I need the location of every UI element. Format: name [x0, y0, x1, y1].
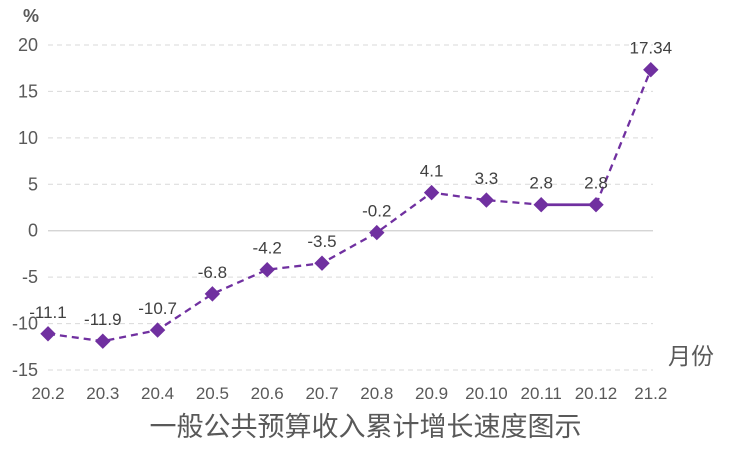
- data-point-label: -6.8: [198, 263, 227, 282]
- data-point-label: 3.3: [475, 169, 499, 188]
- data-point-marker: [259, 262, 275, 278]
- y-axis-tick-label: 5: [28, 174, 38, 194]
- x-axis-tick-label: 20.7: [305, 384, 338, 403]
- y-axis-tick-label: 10: [18, 128, 38, 148]
- data-point-label: -10.7: [138, 299, 177, 318]
- data-point-label: 2.8: [529, 174, 553, 193]
- x-axis-tick-label: 20.3: [86, 384, 119, 403]
- chart-title: 一般公共预算收入累计增长速度图示: [149, 412, 582, 442]
- y-axis-tick-label: -15: [12, 360, 38, 380]
- data-point-label: -11.1: [29, 303, 67, 322]
- y-axis-tick-label: 20: [18, 35, 38, 55]
- y-axis-tick-label: 15: [18, 81, 38, 101]
- x-axis-tick-label: 20.12: [575, 384, 618, 403]
- data-point-label: -4.2: [253, 239, 282, 258]
- x-axis-tick-label: 20.9: [415, 384, 448, 403]
- x-axis-tick-label: 20.5: [196, 384, 229, 403]
- data-point-label: 17.34: [630, 39, 673, 58]
- y-axis-tick-label: 0: [28, 221, 38, 241]
- data-point-marker: [95, 333, 111, 349]
- data-point-marker: [204, 286, 221, 302]
- x-axis-unit-label: 月份: [668, 343, 714, 369]
- x-axis-tick-label: 20.6: [251, 384, 284, 403]
- data-point-label: 2.8: [584, 174, 608, 193]
- x-axis-tick-label: 20.2: [31, 384, 64, 403]
- x-axis-tick-label: 20.4: [141, 384, 174, 403]
- data-point-marker: [478, 192, 495, 208]
- x-axis-tick-label: 20.8: [360, 384, 393, 403]
- data-point-label: -11.9: [84, 310, 122, 329]
- y-axis-tick-label: -5: [22, 267, 38, 287]
- x-axis-tick-label: 20.11: [521, 384, 562, 403]
- data-point-label: -3.5: [307, 232, 336, 251]
- data-point-marker: [588, 197, 604, 213]
- y-axis-tick-label: -10: [12, 314, 38, 334]
- data-point-marker: [149, 322, 166, 338]
- data-point-marker: [40, 326, 56, 342]
- data-point-marker: [314, 255, 330, 271]
- x-axis-tick-label: 21.2: [634, 384, 667, 403]
- x-axis-tick-label: 20.10: [465, 384, 508, 403]
- y-axis-unit-label: %: [23, 6, 40, 26]
- data-point-label: 4.1: [420, 162, 444, 181]
- data-point-marker: [423, 184, 440, 201]
- data-point-label: -0.2: [362, 202, 391, 221]
- data-point-marker: [369, 224, 385, 241]
- data-point-marker: [643, 61, 659, 78]
- data-point-marker: [533, 197, 549, 213]
